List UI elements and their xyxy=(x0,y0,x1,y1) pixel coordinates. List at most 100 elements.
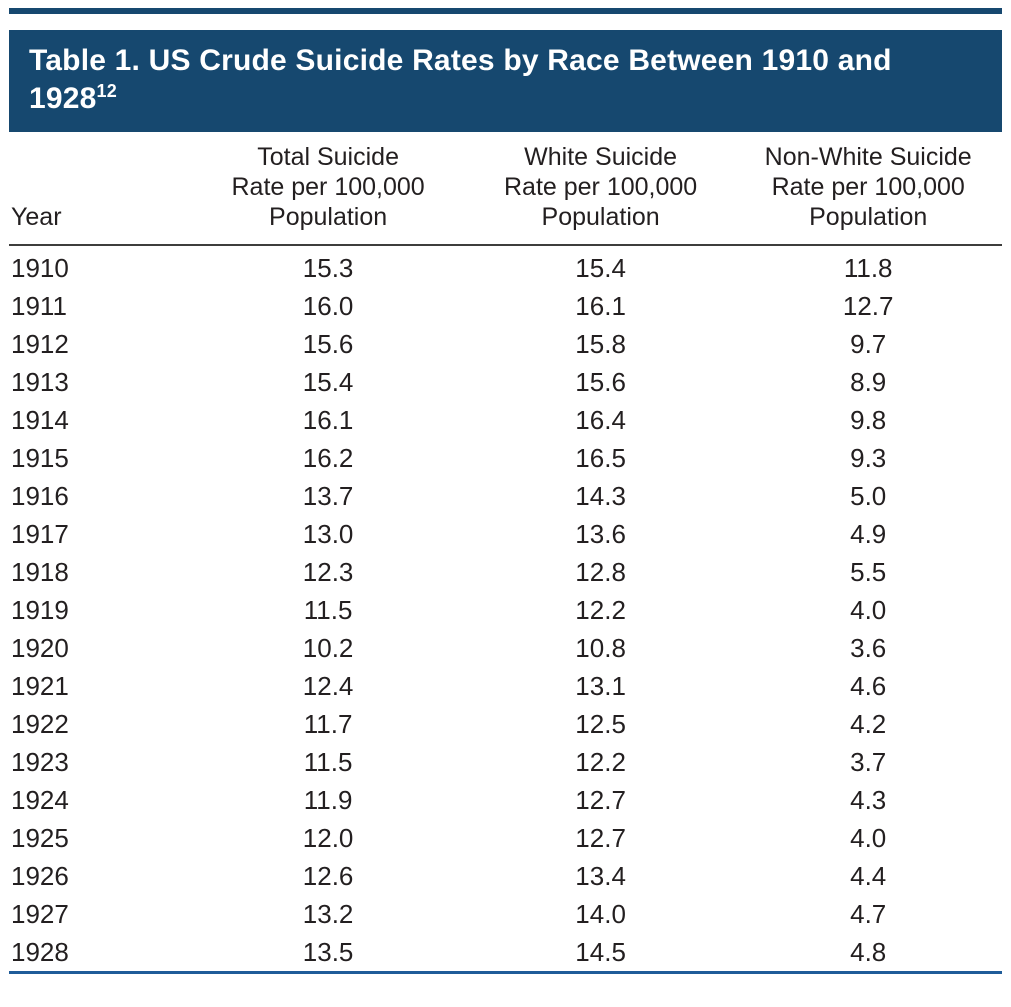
table-row: 1926 12.6 13.4 4.4 xyxy=(9,857,1002,895)
year-cell: 1920 xyxy=(11,633,69,663)
year-cell: 1915 xyxy=(11,443,69,473)
table-row: 1914 16.1 16.4 9.8 xyxy=(9,401,1002,439)
table-row: 1922 11.7 12.5 4.2 xyxy=(9,705,1002,743)
table-row: 1920 10.2 10.8 3.6 xyxy=(9,629,1002,667)
total-rate-cell: 12.3 xyxy=(302,557,354,587)
white-rate-cell: 12.8 xyxy=(575,557,626,587)
white-rate-cell: 15.4 xyxy=(575,253,626,283)
year-cell: 1918 xyxy=(11,557,69,587)
bottom-accent-rule xyxy=(9,971,1002,974)
year-cell: 1913 xyxy=(11,367,69,397)
nonwhite-rate-cell: 4.9 xyxy=(850,519,887,549)
table-body: 1910 15.3 15.4 11.8 1911 16.0 16.1 12.7 … xyxy=(9,245,1002,971)
total-rate-cell: 12.6 xyxy=(302,861,354,891)
white-rate-cell: 12.5 xyxy=(575,709,626,739)
table-row: 1928 13.5 14.5 4.8 xyxy=(9,933,1002,971)
total-rate-cell: 16.1 xyxy=(302,405,354,435)
white-rate-cell: 12.2 xyxy=(575,747,626,777)
column-header-nonwhite-rate: Non-White Suicide Rate per 100,000 Popul… xyxy=(764,143,972,231)
title-reference-superscript: 12 xyxy=(96,81,117,101)
year-cell: 1917 xyxy=(11,519,69,549)
year-cell: 1926 xyxy=(11,861,69,891)
white-rate-cell: 15.6 xyxy=(575,367,626,397)
nonwhite-rate-cell: 4.0 xyxy=(850,595,887,625)
nonwhite-rate-cell: 4.2 xyxy=(850,709,887,739)
table-row: 1927 13.2 14.0 4.7 xyxy=(9,895,1002,933)
table-row: 1917 13.0 13.6 4.9 xyxy=(9,515,1002,553)
table-row: 1915 16.2 16.5 9.3 xyxy=(9,439,1002,477)
nonwhite-rate-cell: 4.0 xyxy=(850,823,887,853)
column-header-total-rate: Total Suicide Rate per 100,000 Populatio… xyxy=(231,143,425,231)
total-rate-cell: 10.2 xyxy=(302,633,354,663)
year-cell: 1911 xyxy=(11,291,67,321)
total-rate-cell: 11.9 xyxy=(303,785,353,815)
total-rate-cell: 11.5 xyxy=(303,595,353,625)
year-cell: 1910 xyxy=(11,253,69,283)
white-rate-cell: 16.4 xyxy=(575,405,626,435)
white-rate-cell: 13.1 xyxy=(575,671,626,701)
nonwhite-rate-cell: 8.9 xyxy=(850,367,887,397)
total-rate-cell: 13.0 xyxy=(302,519,354,549)
total-rate-cell: 15.3 xyxy=(302,253,354,283)
nonwhite-rate-cell: 3.7 xyxy=(850,747,887,777)
total-rate-cell: 12.4 xyxy=(302,671,354,701)
white-rate-cell: 16.5 xyxy=(575,443,626,473)
nonwhite-rate-cell: 5.5 xyxy=(850,557,887,587)
white-rate-cell: 16.1 xyxy=(575,291,626,321)
table-title-band: Table 1. US Crude Suicide Rates by Race … xyxy=(9,30,1002,132)
table-figure: Table 1. US Crude Suicide Rates by Race … xyxy=(9,8,1002,974)
header-row: Year Total Suicide Rate per 100,000 Popu… xyxy=(9,142,1002,245)
title-line-2: 1928 xyxy=(29,82,97,115)
total-rate-cell: 15.6 xyxy=(302,329,354,359)
year-cell: 1919 xyxy=(11,595,69,625)
table-row: 1916 13.7 14.3 5.0 xyxy=(9,477,1002,515)
nonwhite-rate-cell: 4.4 xyxy=(850,861,887,891)
year-cell: 1914 xyxy=(11,405,69,435)
table-row: 1912 15.6 15.8 9.7 xyxy=(9,325,1002,363)
year-cell: 1924 xyxy=(11,785,69,815)
top-accent-rule xyxy=(9,8,1002,14)
nonwhite-rate-cell: 9.3 xyxy=(850,443,887,473)
nonwhite-rate-cell: 9.7 xyxy=(850,329,887,359)
table-row: 1910 15.3 15.4 11.8 xyxy=(9,245,1002,287)
white-rate-cell: 13.4 xyxy=(575,861,626,891)
table-row: 1919 11.5 12.2 4.0 xyxy=(9,591,1002,629)
nonwhite-rate-cell: 11.8 xyxy=(843,253,893,283)
white-rate-cell: 14.3 xyxy=(575,481,626,511)
column-header-year: Year xyxy=(11,203,62,231)
white-rate-cell: 13.6 xyxy=(575,519,626,549)
year-cell: 1928 xyxy=(11,937,69,967)
table-header: Year Total Suicide Rate per 100,000 Popu… xyxy=(9,142,1002,245)
nonwhite-rate-cell: 9.8 xyxy=(850,405,887,435)
year-cell: 1922 xyxy=(11,709,69,739)
white-rate-cell: 14.0 xyxy=(575,899,626,929)
table-title: Table 1. US Crude Suicide Rates by Race … xyxy=(29,42,982,118)
title-line-1: Table 1. US Crude Suicide Rates by Race … xyxy=(29,44,892,77)
total-rate-cell: 12.0 xyxy=(302,823,354,853)
nonwhite-rate-cell: 3.6 xyxy=(850,633,887,663)
year-cell: 1923 xyxy=(11,747,69,777)
table-row: 1918 12.3 12.8 5.5 xyxy=(9,553,1002,591)
nonwhite-rate-cell: 4.6 xyxy=(850,671,887,701)
total-rate-cell: 13.5 xyxy=(302,937,354,967)
white-rate-cell: 12.7 xyxy=(575,823,626,853)
white-rate-cell: 12.7 xyxy=(575,785,626,815)
table-row: 1925 12.0 12.7 4.0 xyxy=(9,819,1002,857)
white-rate-cell: 10.8 xyxy=(575,633,626,663)
total-rate-cell: 11.5 xyxy=(303,747,353,777)
nonwhite-rate-cell: 4.8 xyxy=(850,937,887,967)
year-cell: 1916 xyxy=(11,481,69,511)
table-row: 1921 12.4 13.1 4.6 xyxy=(9,667,1002,705)
white-rate-cell: 15.8 xyxy=(575,329,626,359)
nonwhite-rate-cell: 12.7 xyxy=(842,291,894,321)
total-rate-cell: 13.2 xyxy=(302,899,354,929)
nonwhite-rate-cell: 5.0 xyxy=(850,481,887,511)
white-rate-cell: 14.5 xyxy=(575,937,626,967)
year-cell: 1925 xyxy=(11,823,69,853)
table-row: 1924 11.9 12.7 4.3 xyxy=(9,781,1002,819)
table-row: 1911 16.0 16.1 12.7 xyxy=(9,287,1002,325)
total-rate-cell: 15.4 xyxy=(302,367,354,397)
total-rate-cell: 13.7 xyxy=(302,481,354,511)
table-row: 1913 15.4 15.6 8.9 xyxy=(9,363,1002,401)
white-rate-cell: 12.2 xyxy=(575,595,626,625)
